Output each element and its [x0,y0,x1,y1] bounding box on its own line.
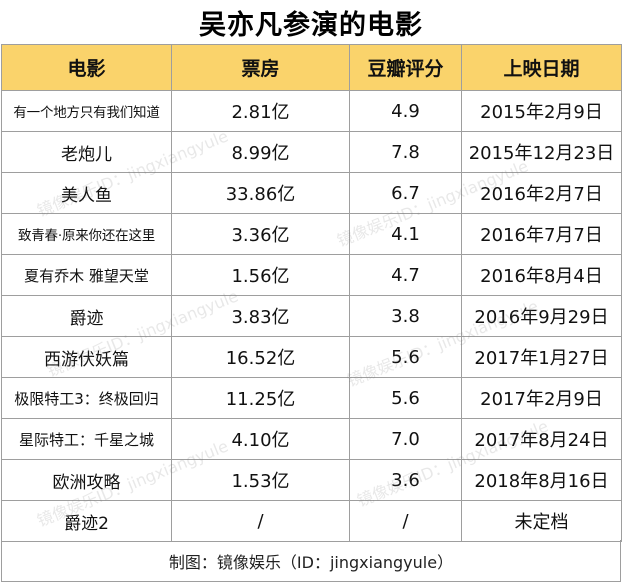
box-office-cell: 16.52亿 [171,336,350,378]
score-cell: 5.6 [349,377,462,419]
date-cell: 2016年2月7日 [461,172,622,214]
date-cell: 2017年8月24日 [461,418,622,460]
box-office-cell: / [171,500,350,542]
header-box-office: 票房 [171,44,350,91]
movie-cell: 欧洲攻略 [1,459,172,501]
date-cell: 未定档 [461,500,622,542]
movie-table: 电影 票房 豆瓣评分 上映日期 有一个地方只有我们知道 2.81亿 4.9 20… [1,44,622,542]
movie-cell: 老炮儿 [1,131,172,173]
score-cell: 7.8 [349,131,462,173]
date-cell: 2018年8月16日 [461,459,622,501]
date-cell: 2017年2月9日 [461,377,622,419]
footer-credit: 制图：镜像娱乐（ID：jingxiangyule） [1,540,621,582]
score-cell: 3.6 [349,459,462,501]
box-office-cell: 3.83亿 [171,295,350,337]
movie-cell: 西游伏妖篇 [1,336,172,378]
date-cell: 2016年9月29日 [461,295,622,337]
box-office-cell: 33.86亿 [171,172,350,214]
score-cell: 7.0 [349,418,462,460]
header-movie: 电影 [1,44,172,91]
table-row: 极限特工3：终极回归 11.25亿 5.6 2017年2月9日 [1,377,622,419]
score-cell: / [349,500,462,542]
score-cell: 3.8 [349,295,462,337]
score-cell: 4.7 [349,254,462,296]
movie-cell: 有一个地方只有我们知道 [1,90,172,132]
table-row: 星际特工：千星之城 4.10亿 7.0 2017年8月24日 [1,418,622,460]
movie-cell: 夏有乔木 雅望天堂 [1,254,172,296]
table-row: 欧洲攻略 1.53亿 3.6 2018年8月16日 [1,459,622,501]
header-row: 电影 票房 豆瓣评分 上映日期 [1,44,622,91]
movie-cell: 致青春·原来你还在这里 [1,213,172,255]
box-office-cell: 1.53亿 [171,459,350,501]
box-office-cell: 1.56亿 [171,254,350,296]
date-cell: 2015年2月9日 [461,90,622,132]
movie-cell: 星际特工：千星之城 [1,418,172,460]
header-douban-score: 豆瓣评分 [349,44,462,91]
movie-cell: 爵迹 [1,295,172,337]
table-row: 西游伏妖篇 16.52亿 5.6 2017年1月27日 [1,336,622,378]
movie-cell: 极限特工3：终极回归 [1,377,172,419]
score-cell: 4.1 [349,213,462,255]
date-cell: 2015年12月23日 [461,131,622,173]
movie-cell: 爵迹2 [1,500,172,542]
box-office-cell: 4.10亿 [171,418,350,460]
table-row: 致青春·原来你还在这里 3.36亿 4.1 2016年7月7日 [1,213,622,255]
score-cell: 6.7 [349,172,462,214]
box-office-cell: 8.99亿 [171,131,350,173]
table-row: 老炮儿 8.99亿 7.8 2015年12月23日 [1,131,622,173]
score-cell: 5.6 [349,336,462,378]
date-cell: 2016年7月7日 [461,213,622,255]
date-cell: 2017年1月27日 [461,336,622,378]
score-cell: 4.9 [349,90,462,132]
table-row: 夏有乔木 雅望天堂 1.56亿 4.7 2016年8月4日 [1,254,622,296]
table-row: 有一个地方只有我们知道 2.81亿 4.9 2015年2月9日 [1,90,622,132]
box-office-cell: 3.36亿 [171,213,350,255]
date-cell: 2016年8月4日 [461,254,622,296]
table-row: 美人鱼 33.86亿 6.7 2016年2月7日 [1,172,622,214]
box-office-cell: 2.81亿 [171,90,350,132]
header-release-date: 上映日期 [461,44,622,91]
table-title: 吴亦凡参演的电影 [199,9,423,41]
movie-cell: 美人鱼 [1,172,172,214]
table-row: 爵迹 3.83亿 3.8 2016年9月29日 [1,295,622,337]
table-row: 爵迹2 / / 未定档 [1,500,622,542]
box-office-cell: 11.25亿 [171,377,350,419]
